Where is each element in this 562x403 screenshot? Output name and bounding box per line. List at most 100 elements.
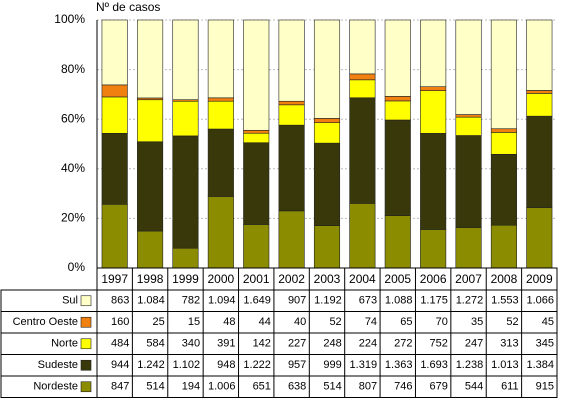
x-tick-label: 1998 <box>137 272 164 286</box>
bar-segment <box>384 19 411 97</box>
bar-segment <box>172 247 199 269</box>
data-label: 611 <box>501 381 519 393</box>
bar-segment <box>349 203 376 269</box>
data-label: 1.066 <box>526 295 554 307</box>
bar-segment <box>384 100 411 121</box>
y-tick-label: 20% <box>61 211 85 225</box>
x-tick-label: 2000 <box>207 272 234 286</box>
bar-segment <box>384 119 411 216</box>
data-label: 1.094 <box>208 295 236 307</box>
data-label: 746 <box>394 381 412 393</box>
bar-segment <box>490 19 517 130</box>
data-label: 1.222 <box>243 359 271 371</box>
legend-swatch <box>80 316 92 328</box>
bar-segment <box>243 129 270 134</box>
legend-label: Sul <box>62 295 78 307</box>
bar-segment <box>526 115 553 208</box>
data-label: 25 <box>153 316 165 328</box>
bar-segment <box>243 142 270 225</box>
bar-segment <box>207 128 234 197</box>
data-label: 52 <box>329 316 341 328</box>
bar-segment <box>420 90 447 134</box>
x-tick-label: 2003 <box>314 272 341 286</box>
bar-segment <box>526 93 553 117</box>
bar-segment <box>349 79 376 99</box>
data-label: 70 <box>436 316 448 328</box>
bar-segment <box>101 204 128 269</box>
y-tick-label: 0% <box>68 260 86 274</box>
bar-segment <box>526 90 553 94</box>
bar-segment <box>172 100 199 137</box>
data-label: 907 <box>288 295 306 307</box>
bar-segment <box>313 122 341 144</box>
x-tick-label: 2007 <box>455 272 482 286</box>
bar-segment <box>420 19 447 87</box>
bar-segment <box>137 19 164 99</box>
bar-segment <box>349 19 376 75</box>
bar-segment <box>313 142 341 226</box>
data-label: 1.242 <box>137 359 165 371</box>
x-tick-label: 2004 <box>349 272 376 286</box>
data-label: 752 <box>429 338 447 350</box>
data-label: 1.649 <box>243 295 271 307</box>
data-label: 142 <box>253 338 271 350</box>
bar-segment <box>207 100 234 130</box>
data-label: 52 <box>506 316 518 328</box>
data-label: 584 <box>146 338 164 350</box>
data-label: 1.175 <box>420 295 448 307</box>
bar-segment <box>313 118 341 123</box>
bar-segment <box>349 73 376 81</box>
data-label: 160 <box>111 316 129 328</box>
data-label: 807 <box>359 381 377 393</box>
data-label: 1.084 <box>137 295 165 307</box>
data-label: 782 <box>182 295 200 307</box>
bar-segment <box>455 227 482 269</box>
data-label: 948 <box>217 359 235 371</box>
bar-segment <box>278 210 305 269</box>
bar-segment <box>420 133 447 230</box>
bar-segment <box>101 133 128 205</box>
data-label: 391 <box>217 338 235 350</box>
data-label: 673 <box>359 295 377 307</box>
bar-segment <box>490 224 517 269</box>
bar-segment <box>101 96 128 134</box>
data-label: 638 <box>288 381 306 393</box>
bar-segment <box>101 19 128 86</box>
bar-segment <box>490 128 517 133</box>
data-label: 957 <box>288 359 306 371</box>
bar-segment <box>172 135 199 249</box>
bar-segment <box>384 215 411 269</box>
bar-segment <box>420 229 447 269</box>
legend-swatch <box>80 338 92 350</box>
x-tick-label: 2005 <box>384 272 411 286</box>
data-label: 679 <box>429 381 447 393</box>
y-tick-label: 100% <box>54 12 85 26</box>
x-tick-label: 2006 <box>420 272 447 286</box>
data-label: 248 <box>323 338 341 350</box>
data-label: 944 <box>111 359 129 371</box>
data-label: 272 <box>394 338 412 350</box>
data-label: 484 <box>111 338 129 350</box>
legend-label: Centro Oeste <box>13 316 78 328</box>
bar-segment <box>526 207 553 269</box>
data-label: 340 <box>182 338 200 350</box>
bar-segment <box>384 96 411 102</box>
data-label: 74 <box>365 316 377 328</box>
bar-segment <box>137 99 164 143</box>
data-label: 863 <box>111 295 129 307</box>
data-label: 1.238 <box>456 359 484 371</box>
bar-segment <box>207 97 234 102</box>
bar-segment <box>137 141 164 232</box>
x-tick-label: 1997 <box>101 272 128 286</box>
bar-segment <box>349 97 376 204</box>
data-label: 247 <box>465 338 483 350</box>
bar-segment <box>243 224 270 269</box>
data-label: 345 <box>536 338 554 350</box>
data-label: 35 <box>471 316 483 328</box>
data-label: 651 <box>253 381 271 393</box>
data-label: 1.553 <box>491 295 519 307</box>
bar-segment <box>278 124 305 212</box>
data-label: 514 <box>323 381 341 393</box>
bar-segment <box>313 225 341 269</box>
data-label: 915 <box>536 381 554 393</box>
